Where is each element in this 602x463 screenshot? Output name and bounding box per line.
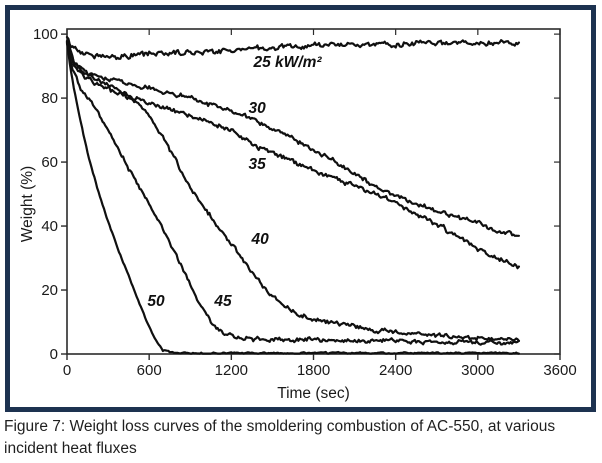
y-tick-label: 60 [41, 154, 58, 171]
x-tick-label: 3600 [543, 362, 576, 379]
series-label-30: 30 [248, 100, 266, 117]
weight-loss-chart: 0 600 1200 1800 2400 3000 3600 0 20 40 60 80 100 Time… [19, 26, 577, 402]
y-axis-title: Weight (%) [19, 166, 36, 242]
x-tick-label: 3000 [461, 362, 494, 379]
y-tick-label: 80 [41, 90, 58, 107]
y-tick-label: 40 [41, 218, 58, 235]
series-curve-40 [65, 40, 520, 342]
x-tick-label: 600 [137, 362, 162, 379]
x-axis-title: Time (sec) [277, 385, 350, 402]
y-tick-label: 0 [50, 346, 58, 363]
y-tick-label: 100 [33, 26, 58, 43]
series-label-45: 45 [213, 293, 232, 310]
series-curve-45 [65, 41, 520, 346]
x-tick-label: 0 [63, 362, 71, 379]
x-tick-label: 2400 [379, 362, 412, 379]
series-label-50: 50 [147, 293, 165, 310]
series-curve-30 [65, 42, 520, 237]
x-tick-label: 1800 [297, 362, 330, 379]
series-curve-25 [65, 36, 520, 61]
series-label-40: 40 [250, 231, 269, 248]
series-label-35: 35 [248, 156, 266, 173]
y-tick-label: 20 [41, 282, 58, 299]
series-curve-50 [65, 41, 520, 355]
series-label-25: 25 kW/m² [252, 54, 322, 71]
series-curve-35 [65, 39, 520, 270]
figure-box: 0 600 1200 1800 2400 3000 3600 0 20 40 60 80 100 Time… [5, 5, 596, 412]
figure-caption: Figure 7: Weight loss curves of the smol… [4, 416, 600, 460]
x-tick-label: 1200 [215, 362, 248, 379]
